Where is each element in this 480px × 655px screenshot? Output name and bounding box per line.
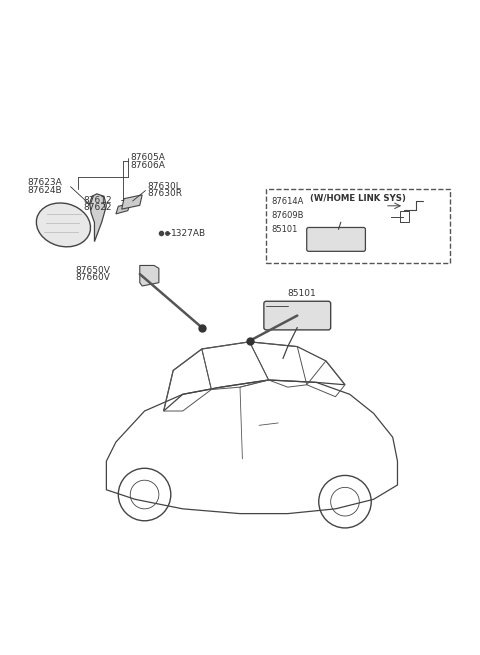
Text: 87606A: 87606A [130, 160, 165, 170]
Text: 87623A: 87623A [28, 178, 62, 187]
Polygon shape [140, 265, 159, 286]
Text: 87605A: 87605A [130, 153, 165, 162]
Text: 87630R: 87630R [147, 189, 182, 198]
Text: 85101: 85101 [271, 225, 298, 234]
FancyBboxPatch shape [307, 227, 365, 252]
Polygon shape [121, 195, 142, 209]
Text: 87630L: 87630L [147, 182, 180, 191]
Ellipse shape [36, 203, 91, 247]
Polygon shape [116, 204, 130, 214]
FancyBboxPatch shape [264, 301, 331, 330]
Text: 87624B: 87624B [28, 185, 62, 195]
Text: (W/HOME LINK SYS): (W/HOME LINK SYS) [310, 194, 406, 203]
Text: 85101: 85101 [288, 289, 316, 297]
Text: 87650V: 87650V [75, 266, 110, 274]
Text: 87612: 87612 [84, 196, 112, 204]
Text: 87614A: 87614A [271, 196, 303, 206]
Text: 87609B: 87609B [271, 211, 303, 220]
Text: 1327AB: 1327AB [171, 229, 206, 238]
Polygon shape [90, 194, 107, 242]
Text: 87660V: 87660V [75, 273, 110, 282]
Text: 87622: 87622 [84, 203, 112, 212]
